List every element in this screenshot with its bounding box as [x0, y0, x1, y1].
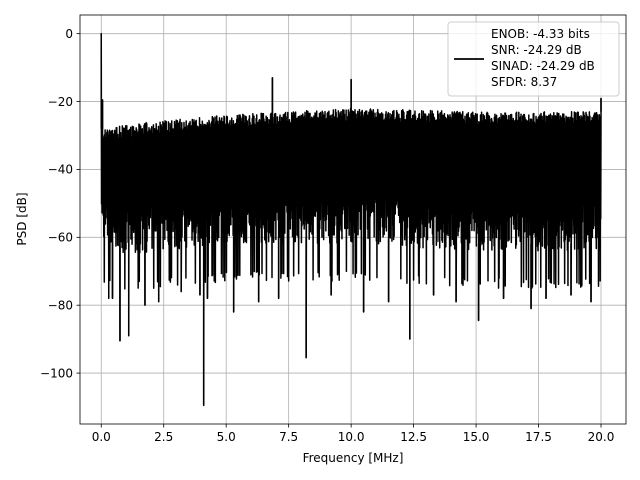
legend-line-sfdr: SFDR: 8.37	[491, 75, 557, 89]
x-tick-label: 12.5	[400, 430, 427, 444]
y-tick-label: −40	[48, 163, 73, 177]
x-tick-label: 15.0	[463, 430, 490, 444]
y-tick-label: −20	[48, 95, 73, 109]
y-axis-ticks: 0 −20 −40 −60 −80 −100	[40, 27, 80, 380]
y-tick-label: −60	[48, 231, 73, 245]
legend-box	[447, 21, 620, 97]
y-tick-label: 0	[65, 27, 73, 41]
legend-line-sinad: SINAD: -24.29 dB	[491, 59, 595, 73]
y-tick-label: −100	[40, 366, 73, 380]
x-tick-label: 20.0	[588, 430, 615, 444]
x-tick-label: 0.0	[92, 430, 111, 444]
x-tick-label: 17.5	[525, 430, 552, 444]
y-tick-label: −80	[48, 299, 73, 313]
y-axis-title: PSD [dB]	[15, 192, 29, 245]
x-tick-label: 7.5	[279, 430, 298, 444]
psd-series	[100, 32, 602, 407]
plot-area	[100, 32, 602, 407]
legend: ENOB: -4.33 bits SNR: -24.29 dB SINAD: -…	[447, 21, 620, 97]
axes-frame	[79, 14, 627, 425]
x-tick-label: 5.0	[217, 430, 236, 444]
legend-line-enob: ENOB: -4.33 bits	[491, 27, 590, 41]
x-axis-ticks: 0.0 2.5 5.0 7.5 10.0 12.5 15.0 17.5 20.0	[92, 424, 615, 444]
x-tick-label: 10.0	[338, 430, 365, 444]
x-tick-label: 2.5	[154, 430, 173, 444]
x-axis-title: Frequency [MHz]	[303, 451, 404, 465]
psd-trace	[100, 32, 602, 407]
legend-line-snr: SNR: -24.29 dB	[491, 43, 582, 57]
